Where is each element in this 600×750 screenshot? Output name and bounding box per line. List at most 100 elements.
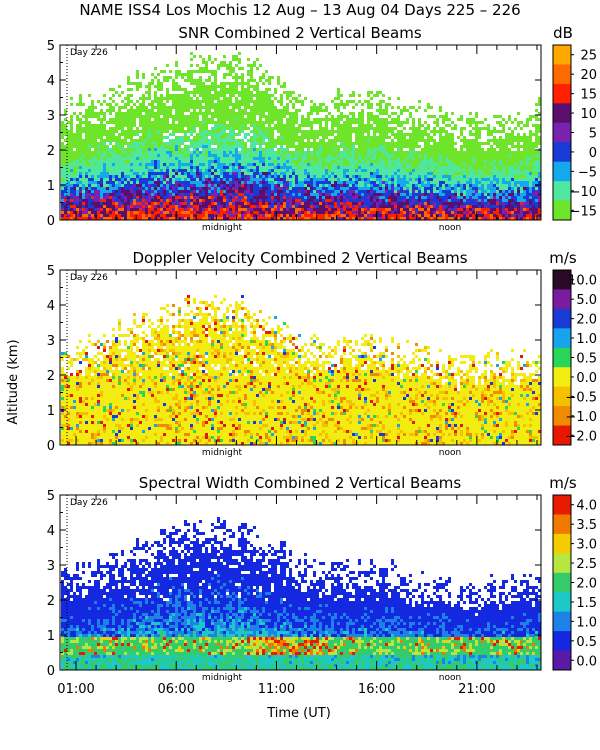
heatmap-cell xyxy=(214,79,217,82)
heatmap-cell xyxy=(268,148,271,151)
y-axis-label: Altitude (km) xyxy=(6,339,21,424)
heatmap-cell xyxy=(184,148,187,151)
heatmap-cell xyxy=(61,151,64,154)
heatmap-cell xyxy=(142,133,145,136)
heatmap-cell xyxy=(277,151,280,154)
heatmap-cell xyxy=(145,148,148,151)
heatmap-cell xyxy=(169,148,172,151)
heatmap-cell xyxy=(172,208,175,211)
heatmap-cell xyxy=(268,175,271,178)
heatmap-cell xyxy=(190,199,193,202)
heatmap-cell xyxy=(199,157,202,160)
heatmap-cell xyxy=(277,187,280,190)
heatmap-cell xyxy=(199,211,202,214)
heatmap-cell xyxy=(154,130,157,133)
heatmap-cell xyxy=(232,163,235,166)
heatmap-cell xyxy=(166,145,169,148)
heatmap-cell xyxy=(127,124,130,127)
heatmap-cell xyxy=(208,175,211,178)
heatmap-cell xyxy=(214,70,217,73)
heatmap-cell xyxy=(277,142,280,145)
heatmap-cell xyxy=(148,166,151,169)
heatmap-cell xyxy=(142,178,145,181)
heatmap-cell xyxy=(238,109,241,112)
heatmap-cell xyxy=(112,154,115,157)
heatmap-cell xyxy=(121,154,124,157)
heatmap-cell xyxy=(184,136,187,139)
heatmap-cell xyxy=(166,187,169,190)
heatmap-cell xyxy=(61,163,64,166)
heatmap-cell xyxy=(238,190,241,193)
heatmap-cell xyxy=(136,178,139,181)
heatmap-cell xyxy=(91,133,94,136)
heatmap-cell xyxy=(250,193,253,196)
heatmap-cell xyxy=(238,184,241,187)
heatmap-cell xyxy=(136,130,139,133)
heatmap-cell xyxy=(112,139,115,142)
heatmap-cell xyxy=(82,184,85,187)
heatmap-cell xyxy=(238,187,241,190)
heatmap-cell xyxy=(127,97,130,100)
heatmap-cell xyxy=(175,172,178,175)
heatmap-cell xyxy=(91,127,94,130)
heatmap-cell xyxy=(220,163,223,166)
heatmap-cell xyxy=(247,157,250,160)
heatmap-cell xyxy=(148,157,151,160)
heatmap-cell xyxy=(100,127,103,130)
heatmap-cell xyxy=(163,199,166,202)
heatmap-cell xyxy=(82,208,85,211)
heatmap-cell xyxy=(241,169,244,172)
heatmap-cell xyxy=(82,190,85,193)
heatmap-cell xyxy=(211,199,214,202)
heatmap-cell xyxy=(289,181,292,184)
heatmap-cell xyxy=(175,106,178,109)
heatmap-cell xyxy=(226,172,229,175)
heatmap-cell xyxy=(235,202,238,205)
heatmap-cell xyxy=(280,97,283,100)
heatmap-cell xyxy=(241,208,244,211)
heatmap-cell xyxy=(91,124,94,127)
heatmap-cell xyxy=(193,94,196,97)
heatmap-cell xyxy=(256,100,259,103)
heatmap-cell xyxy=(127,157,130,160)
heatmap-cell xyxy=(241,151,244,154)
heatmap-cell xyxy=(229,172,232,175)
heatmap-cell xyxy=(190,157,193,160)
heatmap-cell xyxy=(163,154,166,157)
heatmap-cell xyxy=(220,61,223,64)
heatmap-cell xyxy=(271,136,274,139)
heatmap-cell xyxy=(190,178,193,181)
heatmap-cell xyxy=(187,136,190,139)
heatmap-cell xyxy=(256,199,259,202)
heatmap-cell xyxy=(199,76,202,79)
heatmap-cell xyxy=(247,178,250,181)
heatmap-cell xyxy=(94,175,97,178)
heatmap-cell xyxy=(136,211,139,214)
heatmap-cell xyxy=(280,115,283,118)
heatmap-cell xyxy=(130,211,133,214)
heatmap-cell xyxy=(196,187,199,190)
heatmap-cell xyxy=(85,160,88,163)
heatmap-cell xyxy=(187,196,190,199)
heatmap-cell xyxy=(139,82,142,85)
heatmap-cell xyxy=(124,208,127,211)
heatmap-cell xyxy=(163,124,166,127)
heatmap-cell xyxy=(193,175,196,178)
heatmap-cell xyxy=(214,73,217,76)
heatmap-cell xyxy=(217,85,220,88)
heatmap-cell xyxy=(130,202,133,205)
heatmap-cell xyxy=(286,109,289,112)
heatmap-cell xyxy=(157,109,160,112)
heatmap-cell xyxy=(271,175,274,178)
heatmap-cell xyxy=(190,73,193,76)
heatmap-cell xyxy=(232,205,235,208)
heatmap-cell xyxy=(148,187,151,190)
heatmap-cell xyxy=(208,190,211,193)
heatmap-cell xyxy=(88,142,91,145)
heatmap-cell xyxy=(124,97,127,100)
heatmap-cell xyxy=(151,109,154,112)
heatmap-cell xyxy=(235,85,238,88)
heatmap-cell xyxy=(127,121,130,124)
heatmap-cell xyxy=(181,139,184,142)
heatmap-cell xyxy=(139,106,142,109)
